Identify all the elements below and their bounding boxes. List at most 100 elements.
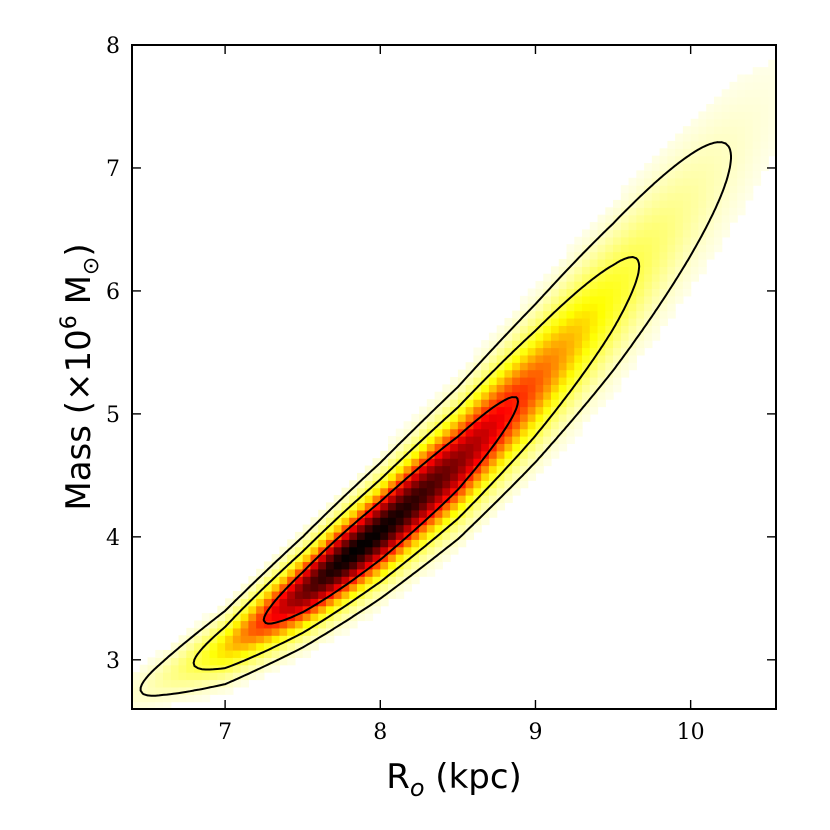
heatmap-cell [574,340,583,349]
heatmap-cell [403,495,412,504]
heatmap-cell [450,384,459,393]
heatmap-cell [364,546,374,555]
heatmap-cell [504,354,513,363]
heatmap-cell [613,222,622,231]
heatmap-cell [644,295,653,304]
heatmap-cell [426,502,436,511]
heatmap-cell [481,377,490,385]
heatmap-cell [628,273,637,282]
heatmap-cell [388,509,397,518]
heatmap-cell [721,229,731,238]
heatmap-cell [768,67,776,76]
heatmap-cell [426,509,436,518]
heatmap-cell [426,480,436,489]
heatmap-cell [325,583,335,592]
heatmap-cell [263,664,273,673]
heatmap-cell [496,421,506,430]
heatmap-cell [372,554,381,563]
heatmap-cell [419,480,428,489]
heatmap-cell [768,104,776,112]
heatmap-cell [132,679,141,688]
heatmap-cell [605,288,614,297]
heatmap-cell [302,539,312,548]
heatmap-cell [651,325,661,334]
heatmap-cell [543,317,552,326]
y-tick-label: 3 [106,649,120,674]
heatmap-cell [488,399,498,408]
heatmap-cell [163,657,172,666]
x-axis-label-main: R [386,757,410,797]
heatmap-cell [488,509,498,518]
heatmap-cell [201,649,211,658]
heatmap-cell [488,458,498,467]
heatmap-cell [644,273,653,282]
heatmap-cell [628,207,637,216]
heatmap-cell [488,480,498,489]
heatmap-cell [589,310,599,319]
heatmap-cell [457,502,467,511]
heatmap-cell [201,627,211,636]
heatmap-cell [225,679,234,688]
heatmap-cell [473,443,482,452]
heatmap-cell [419,487,428,496]
heatmap-cell [644,310,653,319]
heatmap-cell [372,487,381,496]
heatmap-cell [613,199,622,208]
heatmap-cell [403,517,412,526]
heatmap-cell [434,480,443,489]
heatmap-cell [248,590,257,599]
heatmap-cell [194,657,203,666]
heatmap-cell [411,421,420,430]
heatmap-cell [644,281,653,290]
heatmap-cell [574,391,583,400]
heatmap-cell [659,222,668,231]
heatmap-cell [713,244,723,253]
heatmap-cell [605,303,614,312]
heatmap-cell [403,583,412,592]
heatmap-cell [294,531,304,540]
heatmap-cell [357,554,366,563]
heatmap-cell [170,642,180,651]
heatmap-cell [512,332,521,341]
heatmap-cell [744,126,754,135]
heatmap-cell [271,620,281,629]
heatmap-cell [481,436,490,444]
heatmap-cell [294,546,304,555]
heatmap-cell [488,369,498,378]
heatmap-cell [194,620,203,629]
heatmap-cell [675,192,684,201]
heatmap-cell [613,310,622,319]
heatmap-cell [713,207,723,216]
heatmap-cell [589,406,599,415]
heatmap-cell [481,406,490,415]
heatmap-cell [287,590,296,599]
heatmap-cell [729,140,738,149]
heatmap-cell [302,590,312,599]
heatmap-cell [690,118,700,127]
heatmap-cell [713,148,723,157]
heatmap-cell [170,686,180,695]
heatmap-cell [209,627,218,636]
heatmap-cell [721,111,731,120]
heatmap-cell [411,502,420,511]
heatmap-cell [574,236,583,245]
heatmap-cell [589,369,599,378]
heatmap-cell [426,554,436,563]
heatmap-cell [294,642,304,651]
heatmap-cell [698,170,707,179]
heatmap-cell [760,118,769,127]
heatmap-cell [760,104,769,112]
heatmap-cell [465,428,474,437]
heatmap-cell [178,649,187,658]
heatmap-cell [465,517,474,526]
heatmap-cell [388,583,397,592]
heatmap-cell [605,214,614,223]
heatmap-cell [349,583,358,592]
heatmap-cell [690,273,700,282]
heatmap-cell [543,377,552,385]
heatmap-cell [512,340,521,349]
heatmap-cell [263,613,273,622]
heatmap-cell [644,332,653,341]
heatmap-cell [597,362,606,371]
heatmap-cell [395,524,405,533]
